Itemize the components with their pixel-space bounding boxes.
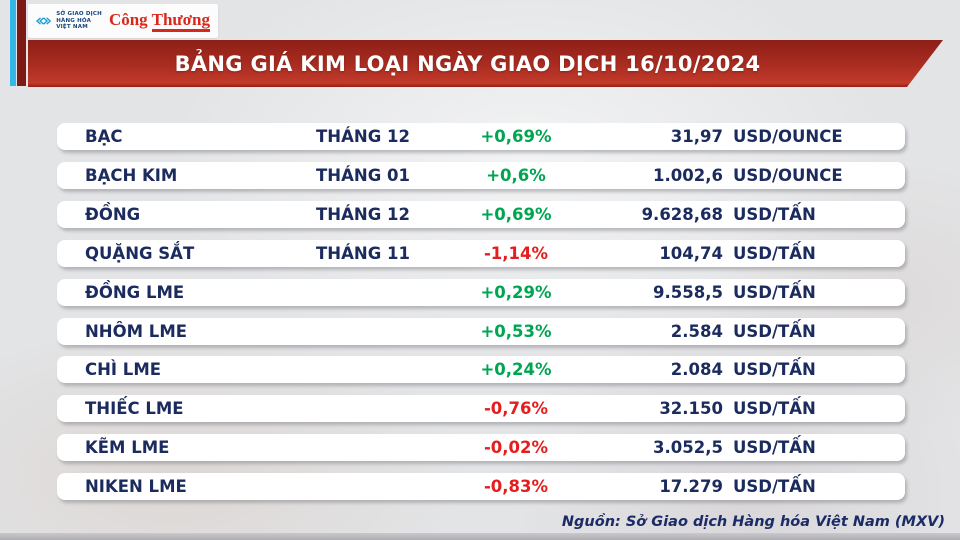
price-value: 31,97 (670, 127, 723, 146)
congthuong-logo-strip (152, 28, 210, 32)
price-value: 9.558,5 (653, 282, 723, 302)
price-row: KẼM LME -0,02% 3.052,5 USD/TẤN (57, 434, 905, 462)
percent-change: +0,24% (480, 360, 552, 380)
percent-change: +0,6% (486, 165, 546, 185)
price-value: 2.084 (670, 360, 723, 380)
price-row: ĐỒNG THÁNG 12 +0,69% 9.628,68 USD/TẤN (57, 200, 905, 228)
price-row: ĐỒNG LME +0,29% 9.558,5 USD/TẤN (57, 278, 905, 306)
percent-change: +0,69% (480, 204, 552, 224)
bottom-edge-strip (0, 533, 960, 540)
logo-plate: SỞ GIAO DỊCH HÀNG HÓA VIỆT NAM Công Thươ… (28, 4, 218, 38)
percent-change: +0,69% (480, 127, 552, 146)
commodity-name: BẠC (85, 127, 123, 146)
price-row: QUẶNG SẮT THÁNG 11 -1,14% 104,74 USD/TẤN (57, 239, 905, 267)
commodity-name: CHÌ LME (85, 360, 162, 380)
price-value: 17.279 (659, 477, 723, 497)
percent-change: -0,83% (483, 477, 549, 497)
contract-month: THÁNG 01 (316, 165, 410, 185)
price-unit: USD/TẤN (733, 477, 816, 497)
price-row: THIẾC LME -0,76% 32.150 USD/TẤN (57, 395, 905, 423)
price-value: 3.052,5 (653, 438, 723, 458)
price-unit: USD/TẤN (733, 282, 816, 302)
price-unit: USD/TẤN (733, 360, 816, 380)
contract-month: THÁNG 12 (316, 204, 410, 224)
commodity-name: BẠCH KIM (85, 165, 178, 185)
price-value: 2.584 (670, 321, 723, 341)
title-banner: BẢNG GIÁ KIM LOẠI NGÀY GIAO DỊCH 16/10/2… (28, 40, 943, 87)
price-unit: USD/OUNCE (733, 165, 843, 185)
price-unit: USD/TẤN (733, 243, 816, 263)
price-row: CHÌ LME +0,24% 2.084 USD/TẤN (57, 356, 905, 384)
left-accent-bar-maroon (17, 0, 26, 86)
contract-month: THÁNG 12 (316, 127, 410, 146)
percent-change: -0,76% (483, 399, 549, 419)
commodity-name: ĐỒNG LME (85, 282, 185, 302)
price-value: 32.150 (659, 399, 723, 419)
percent-change: -0,02% (483, 438, 549, 458)
contract-month: THÁNG 11 (316, 243, 410, 263)
mxv-logo-line: HÀNG HÓA (56, 17, 92, 24)
commodity-name: NHÔM LME (85, 321, 188, 341)
commodity-name: THIẾC LME (85, 399, 184, 419)
congthuong-logo-text: Công Thương (108, 9, 210, 29)
percent-change: +0,29% (480, 282, 552, 302)
congthuong-logo: Công Thương (109, 11, 210, 32)
price-value: 104,74 (659, 243, 723, 263)
price-row: NIKEN LME -0,83% 17.279 USD/TẤN (57, 473, 905, 501)
price-unit: USD/OUNCE (733, 127, 843, 146)
price-value: 1.002,6 (653, 165, 723, 185)
source-credit: Nguồn: Sở Giao dịch Hàng hóa Việt Nam (M… (561, 514, 945, 530)
percent-change: -1,14% (483, 243, 549, 263)
price-row: BẠC THÁNG 12 +0,69% 31,97 USD/OUNCE (57, 123, 905, 150)
price-unit: USD/TẤN (733, 321, 816, 341)
price-row: BẠCH KIM THÁNG 01 +0,6% 1.002,6 USD/OUNC… (57, 161, 905, 189)
price-value: 9.628,68 (641, 204, 723, 224)
mxv-logo-line: SỞ GIAO DỊCH (56, 11, 102, 18)
percent-change: +0,53% (480, 321, 552, 341)
price-unit: USD/TẤN (733, 204, 816, 224)
price-row: NHÔM LME +0,53% 2.584 USD/TẤN (57, 317, 905, 345)
left-accent-bar-cyan (10, 0, 16, 86)
mxv-chevrons-icon (36, 17, 52, 25)
commodity-name: NIKEN LME (85, 477, 187, 497)
mxv-logo-line: VIỆT NAM (56, 24, 88, 31)
commodity-name: ĐỒNG (85, 204, 141, 224)
price-unit: USD/TẤN (733, 438, 816, 458)
commodity-name: KẼM LME (85, 438, 170, 458)
price-unit: USD/TẤN (733, 399, 816, 419)
commodity-name: QUẶNG SẮT (85, 243, 195, 263)
mxv-logo-text: SỞ GIAO DỊCH HÀNG HÓA VIỆT NAM (56, 11, 102, 31)
page-title: BẢNG GIÁ KIM LOẠI NGÀY GIAO DỊCH 16/10/2… (174, 51, 761, 76)
